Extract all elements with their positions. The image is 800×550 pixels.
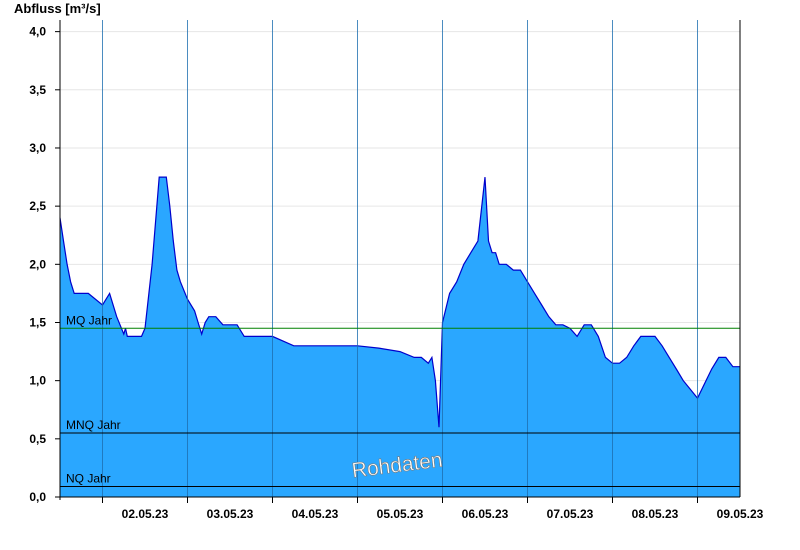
y-tick-label: 4,0 xyxy=(29,25,46,39)
x-tick-label: 05.05.23 xyxy=(377,507,424,521)
reference-line-label: MNQ Jahr xyxy=(66,418,121,432)
x-tick-label: 09.05.23 xyxy=(717,507,764,521)
y-tick-label: 0,0 xyxy=(29,490,46,504)
y-tick-label: 3,5 xyxy=(29,83,46,97)
y-axis-label: Abfluss [m³/s] xyxy=(14,1,101,16)
reference-line-label: MQ Jahr xyxy=(66,313,112,327)
y-tick-label: 0,5 xyxy=(29,432,46,446)
reference-line-label: NQ Jahr xyxy=(66,472,111,486)
discharge-area xyxy=(60,177,740,497)
discharge-line xyxy=(59,176,740,428)
y-tick-label: 2,5 xyxy=(29,199,46,213)
y-tick-label: 1,0 xyxy=(29,374,46,388)
x-tick-label: 03.05.23 xyxy=(207,507,254,521)
x-tick-label: 02.05.23 xyxy=(122,507,169,521)
y-tick-label: 1,5 xyxy=(29,315,46,329)
x-tick-label: 06.05.23 xyxy=(462,507,509,521)
x-tick-label: 04.05.23 xyxy=(292,507,339,521)
y-tick-label: 2,0 xyxy=(29,257,46,271)
y-tick-label: 3,0 xyxy=(29,141,46,155)
x-tick-label: 07.05.23 xyxy=(547,507,594,521)
x-tick-label: 08.05.23 xyxy=(632,507,679,521)
